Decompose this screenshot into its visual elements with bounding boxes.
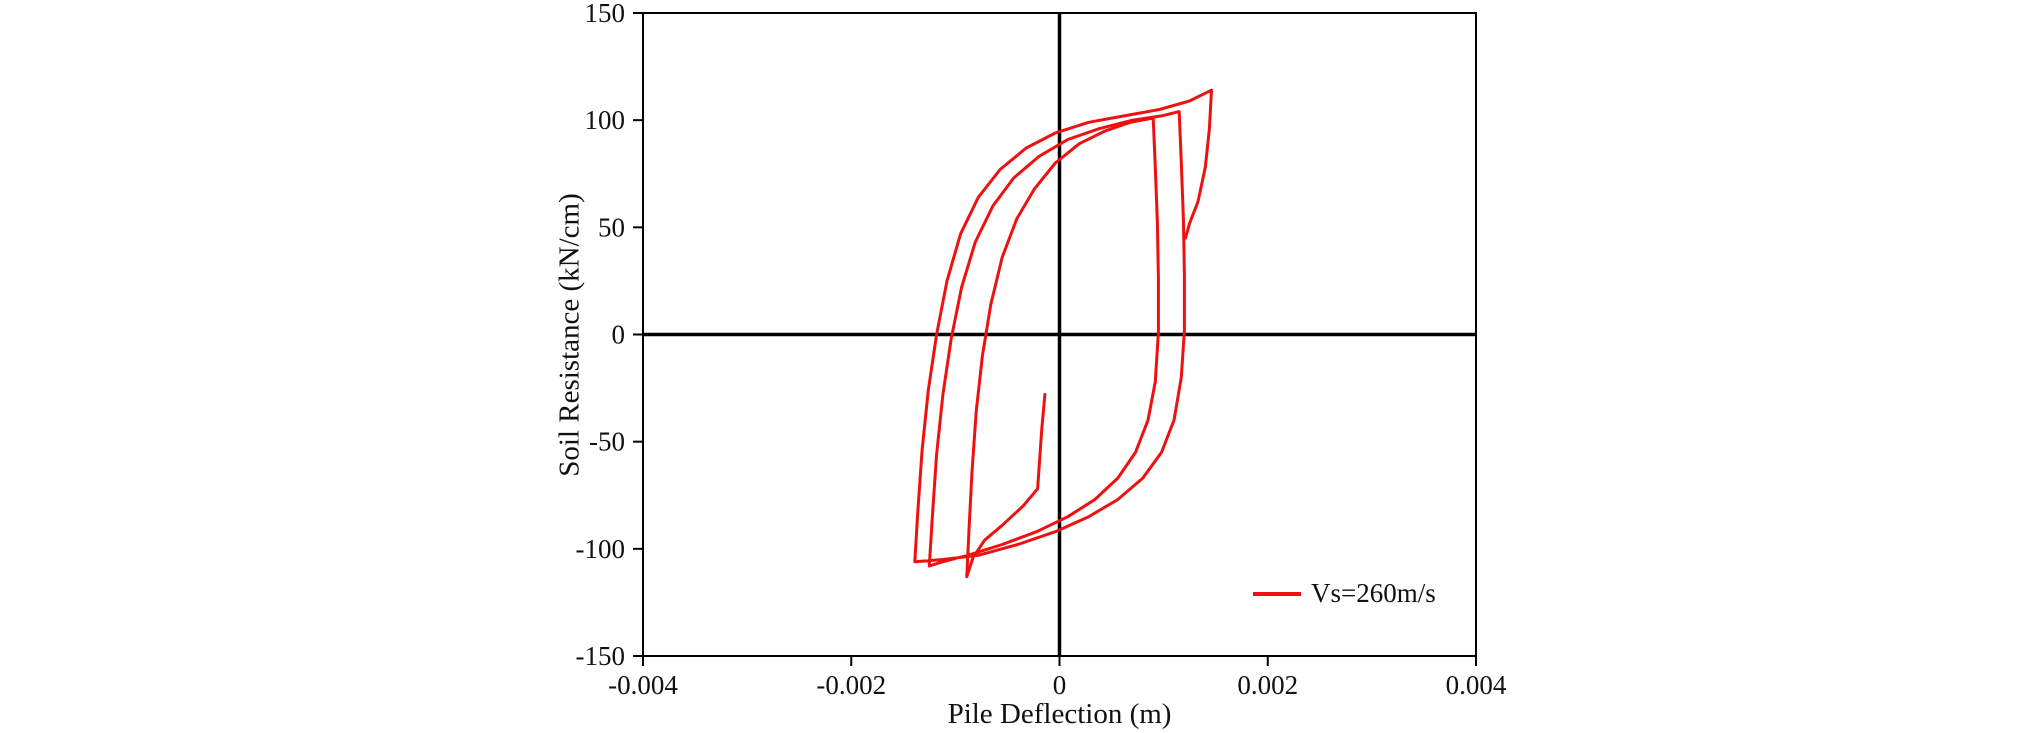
y-tick-label: 150 bbox=[585, 0, 626, 28]
y-tick-label: 0 bbox=[612, 320, 626, 350]
series-line bbox=[913, 88, 1213, 579]
x-tick-label: 0.004 bbox=[1446, 670, 1507, 700]
x-tick-label: 0 bbox=[1053, 670, 1067, 700]
x-tick-label: -0.004 bbox=[608, 670, 678, 700]
legend-line-swatch bbox=[1253, 591, 1301, 596]
y-axis-title: Soil Resistance (kN/cm) bbox=[553, 193, 586, 477]
x-tick-label: -0.002 bbox=[816, 670, 886, 700]
legend: Vs=260m/s bbox=[1253, 578, 1436, 609]
y-tick-label: -50 bbox=[589, 427, 625, 457]
x-axis-title: Pile Deflection (m) bbox=[947, 698, 1172, 730]
x-tick-label: 0.002 bbox=[1237, 670, 1298, 700]
y-tick-label: -150 bbox=[576, 641, 626, 671]
y-tick-label: 50 bbox=[598, 212, 625, 242]
y-tick-label: 100 bbox=[585, 105, 626, 135]
legend-label: Vs=260m/s bbox=[1311, 578, 1436, 608]
y-tick-label: -100 bbox=[576, 534, 626, 564]
